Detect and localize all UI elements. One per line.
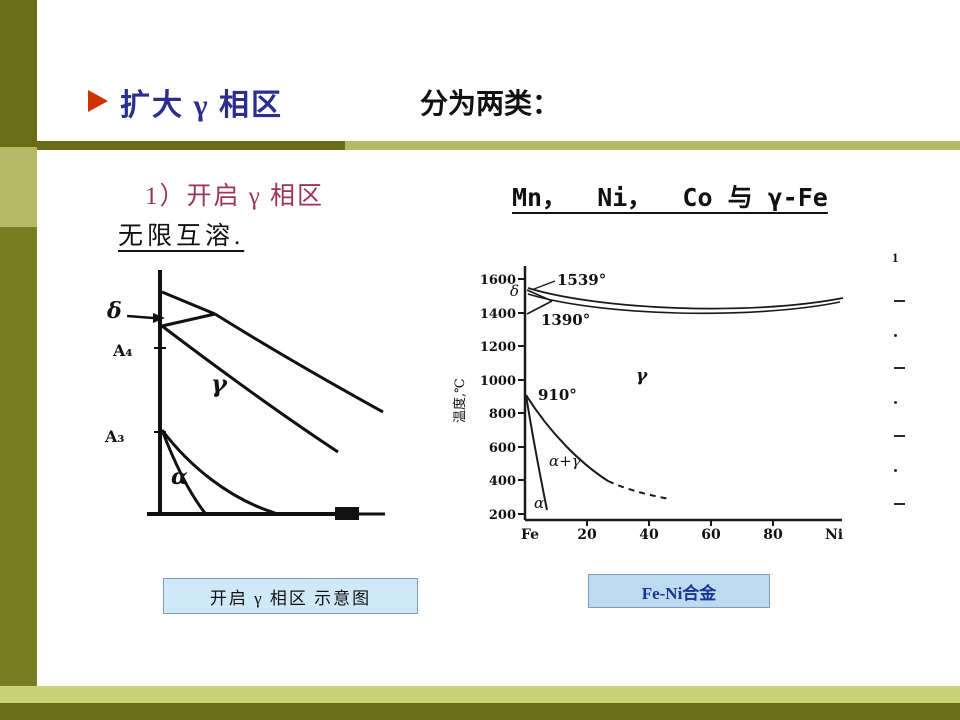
arrow-bullet-icon [88,90,108,112]
bottom-band-dark [0,703,960,720]
y-tick-label: 1600 [480,273,516,288]
sketch-caption-box: 开启 γ 相区 示意图 [163,578,418,614]
header-rule-light [345,141,960,150]
y-tick-label: 600 [489,441,516,456]
alloy-elements-text: Mn， Ni， Co 与 γ-Fe [512,183,828,212]
left-strip-light [0,147,37,227]
bottom-band-light [0,686,960,703]
scan-artifact-mark [894,401,897,404]
x-tick-label: 60 [701,527,721,543]
delta-label: δ [106,298,122,324]
alpha-label: α [171,464,188,490]
solubility-text: 无限互溶. [118,223,245,250]
y-axis-title: 温度,℃ [452,378,468,423]
sketch-labels: δ A₄ γ A₃ α [104,298,228,490]
annotation-910: 910° [538,386,577,404]
chart-axes [518,266,842,526]
page-subtitle: 分为两类： [420,89,561,120]
scan-artifact-mark [894,469,897,472]
x-tick-label: 80 [763,527,783,543]
a3-label: A₃ [104,427,124,446]
chart-curves [525,280,844,511]
x-tick-label: 40 [639,527,659,543]
item-1-label: 1）开启 γ 相区 [145,183,325,210]
y-tick-label: 400 [489,474,516,489]
scan-artifact-mark [894,435,905,437]
page-title: 扩大 γ 相区 [120,89,284,122]
open-gamma-schematic-figure: δ A₄ γ A₃ α [104,270,385,520]
chart-caption-box: Fe-Ni合金 [588,574,770,608]
scan-artifact-mark [894,300,905,302]
scan-artifact-mark: 1 [892,250,899,265]
left-strip-top [0,0,37,147]
sketch-axes [147,270,385,520]
sketch-arrowhead [153,313,165,323]
y-tick-label: 1000 [480,374,516,389]
annotation-1390: 1390° [541,311,590,329]
scan-artifact-mark [894,367,905,369]
chart-caption-text: Fe-Ni合金 [641,583,717,603]
fe-ni-phase-diagram: 1600 1400 1200 1000 800 600 400 200 Fe 2… [452,266,844,543]
y-tick-label: 200 [489,508,516,523]
sketch-phase-boundaries [126,290,384,515]
scan-artifact-mark [894,334,897,337]
y-tick-label: 1200 [480,340,516,355]
annotation-1539: 1539° [557,271,606,289]
chart-annotations: 1539° 1390° 910° δ γ α+γ α [510,271,648,512]
left-strip-mid [0,227,37,686]
chart-y-tick-labels: 1600 1400 1200 1000 800 600 400 200 [480,273,516,523]
scan-artifact-mark [894,503,905,505]
y-tick-label: 800 [489,407,516,422]
annotation-alpha: α [534,494,544,512]
chart-x-tick-labels: Fe 20 40 60 80 Ni [521,527,843,543]
annotation-gamma: γ [636,366,648,386]
x-tick-label: 20 [577,527,597,543]
annotation-delta: δ [510,282,519,300]
gamma-label: γ [211,369,228,398]
scan-artifact-column: 1 [892,250,914,565]
sketch-caption-text: 开启 γ 相区 示意图 [209,588,372,608]
header-rule-dark [37,141,345,150]
annotation-alpha-gamma: α+γ [549,452,581,470]
y-tick-label: 1400 [480,307,516,322]
a4-label: A₄ [112,341,132,360]
x-tick-label: Fe [521,527,539,543]
x-tick-label: Ni [825,527,843,543]
